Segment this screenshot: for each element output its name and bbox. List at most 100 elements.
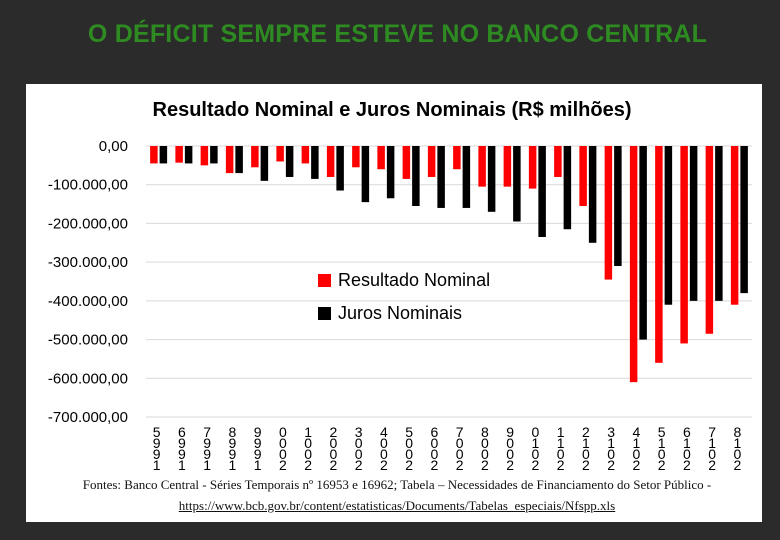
x-tick-char: 0	[607, 446, 615, 462]
juros-nominais-bar	[487, 146, 496, 212]
x-tick-char: 1	[304, 424, 312, 440]
x-tick-char: 9	[203, 435, 211, 451]
juros-nominais-bar	[184, 146, 193, 164]
slide-title: O DÉFICIT SEMPRE ESTEVE NO BANCO CENTRAL	[87, 20, 708, 48]
x-tick-char: 2	[329, 424, 337, 440]
x-tick-char: 0	[632, 446, 640, 462]
juros-nominais-bar	[462, 146, 471, 208]
x-tick-char: 5	[153, 424, 161, 440]
x-tick-char: 1	[254, 457, 262, 470]
x-tick-char: 0	[355, 435, 363, 451]
x-tick-char: 0	[683, 446, 691, 462]
footer-background	[26, 470, 762, 522]
juros-nominais-bar	[639, 146, 647, 340]
x-tick-char: 9	[178, 435, 186, 451]
juros-nominais-bar	[159, 146, 168, 164]
x-tick-char: 0	[279, 424, 287, 440]
x-tick-char: 1	[582, 435, 590, 451]
y-tick-label: -400.000,00	[48, 293, 128, 310]
resultado-nominal-bar	[352, 146, 360, 168]
x-tick-char: 0	[355, 446, 363, 462]
x-tick-char: 2	[582, 457, 590, 470]
x-tick-char: 2	[506, 457, 514, 470]
x-tick-char: 0	[506, 435, 514, 451]
x-tick-char: 0	[733, 446, 741, 462]
x-tick-char: 1	[153, 457, 161, 470]
juros-nominais-bar	[588, 146, 597, 243]
bar-chart: Resultado Nominal e Juros Nominais (R$ m…	[48, 99, 752, 470]
x-tick-char: 0	[430, 435, 438, 451]
resultado-nominal-bar	[301, 146, 310, 164]
resultado-nominal-bar	[655, 146, 663, 363]
resultado-nominal-bar	[579, 146, 587, 207]
resultado-nominal-bar	[427, 146, 436, 177]
x-tick-char: 0	[456, 446, 464, 462]
y-tick-label: -200.000,00	[48, 215, 128, 232]
x-tick-char: 9	[178, 446, 186, 462]
juros-nominais-bar	[614, 146, 622, 267]
resultado-nominal-bar	[326, 146, 335, 177]
resultado-nominal-bar	[503, 146, 512, 187]
juros-nominais-bar	[437, 146, 445, 208]
resultado-nominal-bar	[453, 146, 461, 170]
x-tick-char: 6	[430, 424, 438, 440]
juros-nominais-bar	[336, 146, 344, 191]
x-tick-char: 0	[658, 446, 666, 462]
resultado-nominal-bar	[554, 146, 562, 177]
resultado-nominal-bar	[150, 146, 158, 164]
x-tick-char: 2	[355, 457, 363, 470]
x-tick-char: 8	[733, 424, 741, 440]
x-tick-char: 2	[632, 457, 640, 470]
x-tick-char: 2	[405, 457, 413, 470]
x-tick-char: 2	[708, 457, 716, 470]
source-link[interactable]: https://www.bcb.gov.br/content/estatisti…	[178, 498, 616, 513]
x-tick-char: 0	[456, 435, 464, 451]
x-tick-char: 2	[582, 424, 590, 440]
x-tick-char: 2	[658, 457, 666, 470]
x-tick-char: 1	[557, 424, 565, 440]
x-tick-char: 9	[228, 435, 236, 451]
x-tick-char: 1	[557, 435, 565, 451]
resultado-nominal-bar	[478, 146, 486, 187]
resultado-nominal-bar	[225, 146, 234, 174]
x-tick-char: 2	[329, 457, 337, 470]
x-tick-char: 0	[430, 446, 438, 462]
juros-nominais-bar	[311, 146, 319, 179]
chart-panel: Resultado Nominal e Juros Nominais (R$ m…	[26, 84, 762, 470]
x-tick-char: 2	[430, 457, 438, 470]
resultado-nominal-bar	[705, 146, 714, 334]
resultado-nominal-bar	[377, 146, 385, 170]
juros-nominais-bar	[386, 146, 395, 199]
x-tick-char: 0	[531, 424, 539, 440]
juros-nominais-bar	[260, 146, 269, 181]
x-tick-char: 0	[531, 446, 539, 462]
legend-swatch-juros-nominais	[318, 307, 331, 320]
x-tick-char: 7	[708, 424, 716, 440]
x-tick-char: 0	[304, 435, 312, 451]
x-tick-char: 2	[481, 457, 489, 470]
legend-label-juros-nominais: Juros Nominais	[338, 303, 462, 323]
chart-title: Resultado Nominal e Juros Nominais (R$ m…	[153, 99, 632, 121]
juros-nominais-bar	[563, 146, 572, 230]
resultado-nominal-bar	[200, 146, 209, 166]
x-tick-char: 4	[380, 424, 388, 440]
x-tick-char: 0	[279, 446, 287, 462]
x-tick-char: 0	[506, 446, 514, 462]
x-tick-char: 1	[607, 435, 615, 451]
x-tick-char: 1	[228, 457, 236, 470]
juros-nominais-bar	[538, 146, 546, 237]
legend-swatch-resultado-nominal	[318, 274, 331, 287]
juros-nominais-bar	[664, 146, 673, 305]
juros-nominais-bar	[361, 146, 370, 203]
